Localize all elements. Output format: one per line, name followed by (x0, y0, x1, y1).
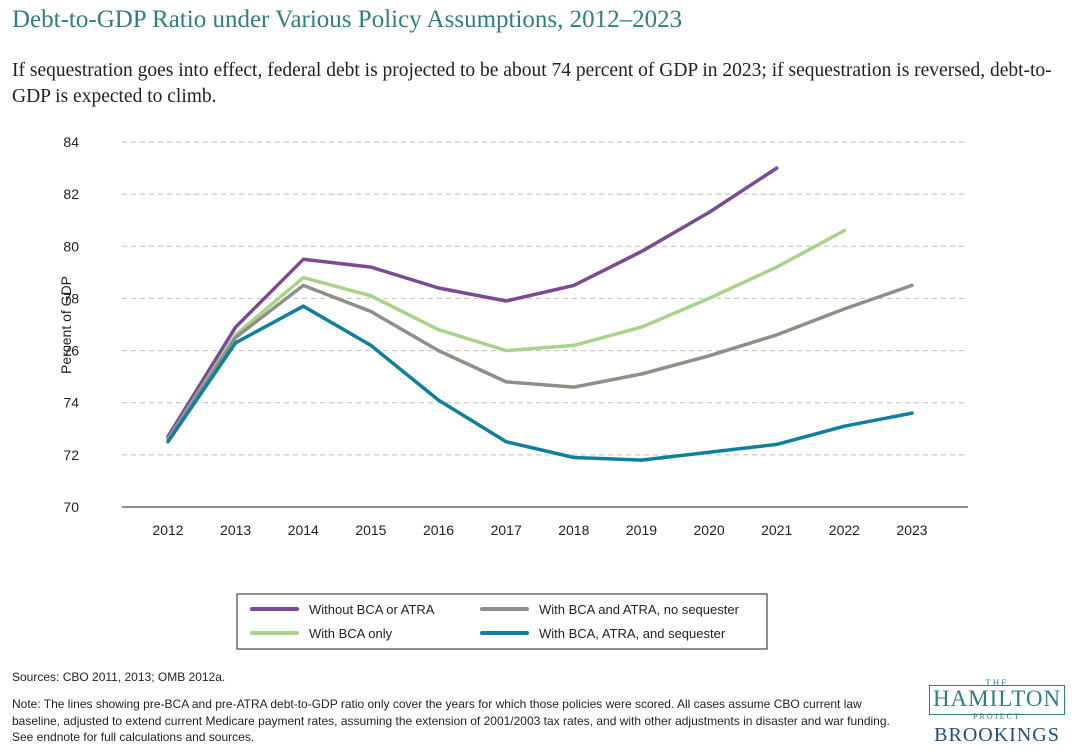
logo-the: THE (985, 678, 1009, 688)
series-lines (166, 166, 914, 462)
hamilton-brookings-logo: THE HAMILTON PROJECT BROOKINGS (922, 678, 1072, 752)
legend-label: With BCA and ATRA, no sequester (539, 602, 740, 617)
y-tick-label: 80 (63, 238, 79, 254)
gridlines (122, 141, 968, 456)
note-text: Note: The lines showing pre-BCA and pre-… (12, 697, 890, 744)
chart-title: Debt-to-GDP Ratio under Various Policy A… (12, 6, 683, 33)
logo-project: PROJECT (973, 712, 1021, 721)
y-tick-label: 78 (63, 290, 79, 306)
legend (236, 593, 768, 650)
series-line (166, 283, 914, 441)
y-tick-label: 84 (63, 134, 79, 150)
y-tick-label: 76 (63, 343, 79, 359)
x-tick-label: 2014 (288, 522, 319, 538)
y-axis-label: Percent of GDP (58, 276, 74, 374)
legend-label: With BCA, ATRA, and sequester (539, 626, 726, 641)
y-tick-label: 82 (63, 186, 79, 202)
x-tick-label: 2023 (896, 522, 927, 538)
x-tick-label: 2012 (152, 522, 183, 538)
x-tick-label: 2013 (220, 522, 251, 538)
x-tick-label: 2021 (761, 522, 792, 538)
x-tick-label: 2017 (491, 522, 522, 538)
x-tick-label: 2019 (626, 522, 657, 538)
series-line (166, 166, 779, 439)
legend-items: Without BCA or ATRA With BCA and ATRA, no… (250, 602, 740, 641)
y-tick-label: 74 (63, 395, 79, 411)
logo-brookings: BROOKINGS (934, 724, 1060, 746)
series-line (166, 304, 914, 462)
legend-label: Without BCA or ATRA (309, 602, 435, 617)
chart-subtitle: If sequestration goes into effect, feder… (12, 60, 1052, 107)
x-tick-label: 2015 (355, 522, 386, 538)
y-axis-ticks: 70 72 74 76 78 80 82 84 (63, 134, 79, 515)
y-tick-label: 72 (63, 447, 79, 463)
sources-text: Sources: CBO 2011, 2013; OMB 2012a. (12, 670, 226, 684)
x-axis-ticks: 2012 2013 2014 2015 2016 2017 2018 2019 2020 2021… (152, 522, 927, 538)
x-tick-label: 2018 (558, 522, 589, 538)
logo-frame (929, 685, 1065, 715)
x-tick-label: 2020 (694, 522, 725, 538)
series-line (166, 228, 847, 441)
x-tick-label: 2022 (829, 522, 860, 538)
x-tick-label: 2016 (423, 522, 454, 538)
legend-label: With BCA only (309, 626, 393, 641)
y-tick-label: 70 (63, 499, 79, 515)
logo-hamilton: HAMILTON (932, 686, 1062, 711)
